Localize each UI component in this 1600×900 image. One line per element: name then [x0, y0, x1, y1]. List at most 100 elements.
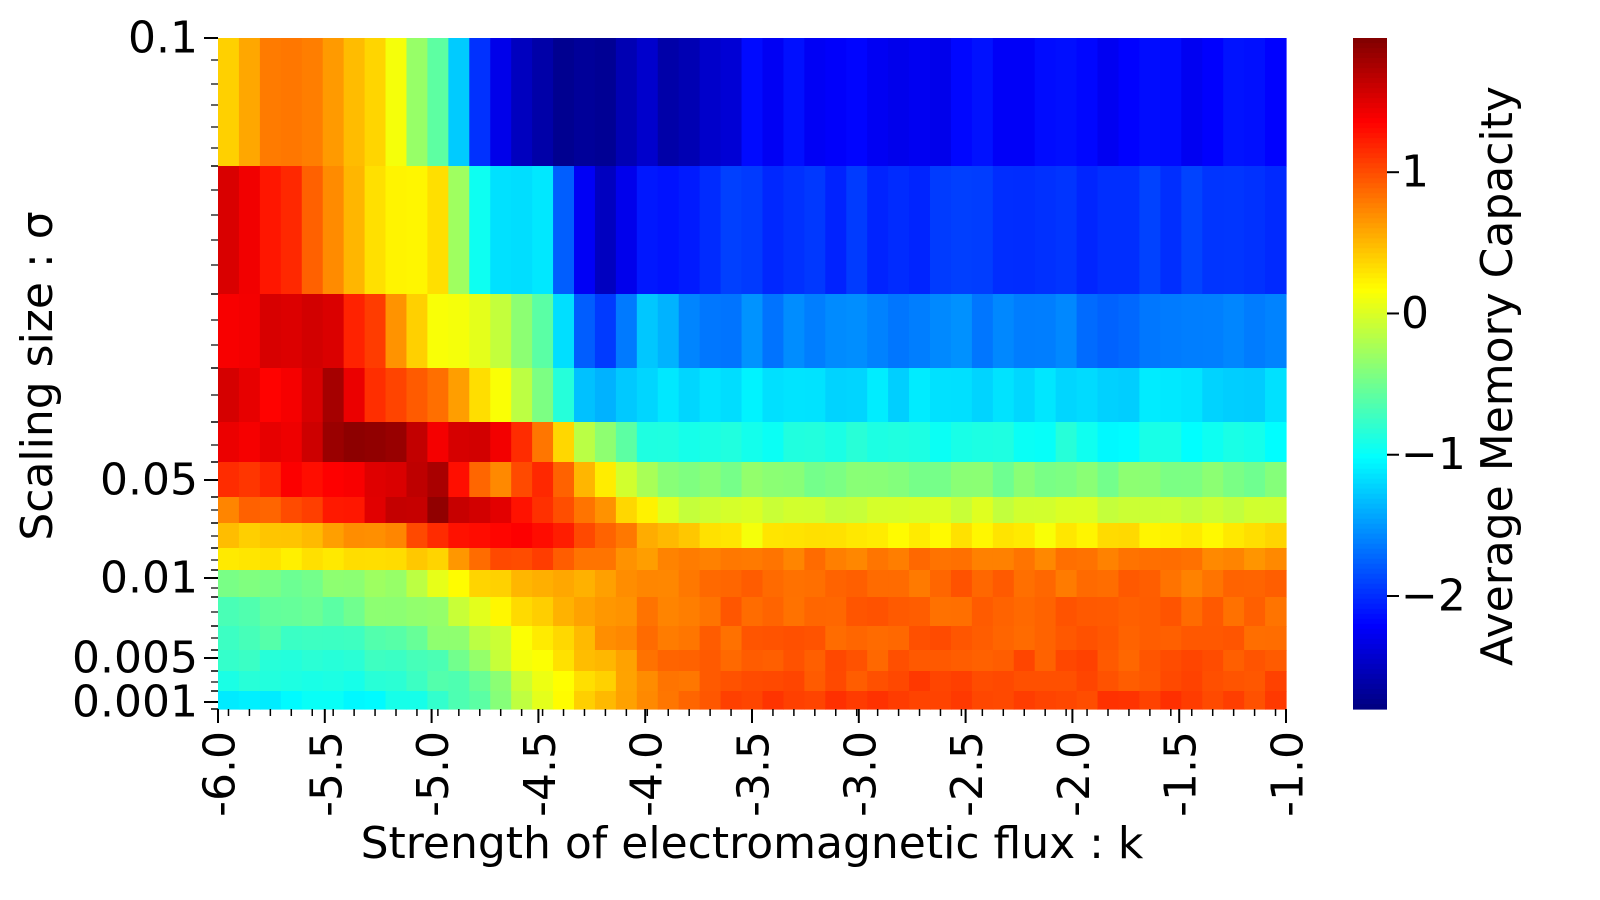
heatmap-cell [1244, 523, 1266, 549]
heatmap-cell [1244, 497, 1266, 524]
heatmap-cell [1202, 671, 1224, 692]
x-tick-label: -2.0 [1049, 731, 1100, 817]
heatmap-cell [1139, 570, 1161, 598]
heatmap-cell [699, 38, 722, 167]
heatmap-cell [950, 570, 973, 598]
heatmap-cell [343, 523, 366, 549]
heatmap-cell [322, 626, 345, 651]
heatmap-cell [1265, 570, 1287, 598]
heatmap-cell [385, 368, 408, 423]
colorbar-segment [1353, 348, 1387, 355]
heatmap-cell [1265, 497, 1287, 524]
heatmap-cell [238, 691, 261, 710]
colorbar-segment [1353, 58, 1387, 64]
heatmap-cell [1055, 523, 1078, 549]
heatmap-cell [930, 626, 952, 651]
heatmap-cell [1118, 523, 1141, 549]
heatmap-cell [364, 166, 387, 295]
heatmap-cell [1223, 497, 1245, 524]
heatmap-cell [322, 422, 345, 463]
colorbar-segment [1353, 573, 1387, 580]
colorbar-segment [1353, 478, 1387, 485]
heatmap-cell [1076, 650, 1099, 672]
heatmap-cell [720, 38, 743, 167]
heatmap-cell [427, 691, 449, 710]
heatmap-cell [1244, 38, 1266, 167]
heatmap-cell [720, 294, 743, 369]
x-tick-label: -4.0 [622, 731, 673, 817]
heatmap-cell [615, 570, 638, 598]
colorbar-segment [1353, 43, 1387, 49]
heatmap-cell [594, 38, 617, 167]
heatmap-cell [364, 570, 387, 598]
heatmap-cell [1202, 570, 1224, 598]
heatmap-cell [1013, 691, 1036, 710]
heatmap-cell [1055, 462, 1078, 498]
heatmap-cell [1076, 597, 1099, 627]
heatmap-cell [1202, 691, 1224, 710]
heatmap-cell [406, 570, 429, 598]
heatmap-cell [1139, 422, 1161, 463]
heatmap-cell [553, 597, 575, 627]
x-tick-label: -5.0 [408, 731, 459, 817]
heatmap-cell [385, 523, 408, 549]
heatmap-cell [950, 462, 973, 498]
colorbar-segment [1353, 648, 1387, 655]
heatmap-cell [867, 38, 889, 167]
heatmap-cell [1160, 422, 1182, 463]
heatmap-cell [238, 497, 261, 524]
heatmap-cell [1013, 462, 1036, 498]
heatmap-cell [553, 626, 575, 651]
heatmap-cell [657, 462, 680, 498]
heatmap-cell [448, 38, 470, 167]
heatmap-cell [1244, 650, 1266, 672]
heatmap-cell [615, 422, 638, 463]
colorbar-segment [1353, 63, 1387, 69]
heatmap-cell [1013, 38, 1036, 167]
colorbar-segment [1353, 443, 1387, 450]
heatmap-cell [1139, 462, 1161, 498]
heatmap-cell [1202, 548, 1224, 571]
heatmap-cell [490, 422, 512, 463]
heatmap-cell [867, 368, 889, 423]
heatmap-cell [469, 691, 491, 710]
heatmap-cell [636, 597, 659, 627]
colorbar-segment [1353, 378, 1387, 385]
colorbar-segment [1353, 278, 1387, 284]
heatmap-cell [992, 691, 1015, 710]
colorbar-segment [1353, 678, 1387, 685]
heatmap-cell [678, 368, 701, 423]
heatmap-cell [1076, 462, 1099, 498]
x-axis-label: Strength of electromagnetic flux : k [361, 818, 1144, 869]
heatmap-cell [950, 626, 973, 651]
heatmap-cell [930, 671, 952, 692]
heatmap-cell [909, 671, 931, 692]
heatmap-cell [804, 548, 826, 571]
heatmap-cell [574, 497, 596, 524]
heatmap-cell [1265, 166, 1287, 295]
heatmap-cell [657, 294, 680, 369]
heatmap-cell [846, 671, 868, 692]
heatmap-cell [867, 570, 889, 598]
heatmap-cell [678, 497, 701, 524]
heatmap-cell [218, 523, 240, 549]
colorbar-segment [1353, 668, 1387, 675]
colorbar-label: Average Memory Capacity [1472, 86, 1523, 666]
heatmap-cell [1181, 626, 1203, 651]
heatmap-cell [322, 497, 345, 524]
heatmap-cell [1223, 671, 1245, 692]
x-tick-label: -3.5 [729, 731, 780, 817]
heatmap-cell [301, 523, 324, 549]
heatmap-cell [846, 691, 868, 710]
heatmap-cell [867, 548, 889, 571]
heatmap-cell [1097, 497, 1120, 524]
heatmap-cell [280, 38, 303, 167]
heatmap-cell [532, 523, 554, 549]
heatmap-cell [909, 166, 931, 295]
heatmap-cell [1139, 548, 1161, 571]
heatmap-cell [574, 368, 596, 423]
heatmap-cell [657, 671, 680, 692]
heatmap-cell [490, 462, 512, 498]
heatmap-cell [657, 422, 680, 463]
heatmap-cell [720, 548, 743, 571]
